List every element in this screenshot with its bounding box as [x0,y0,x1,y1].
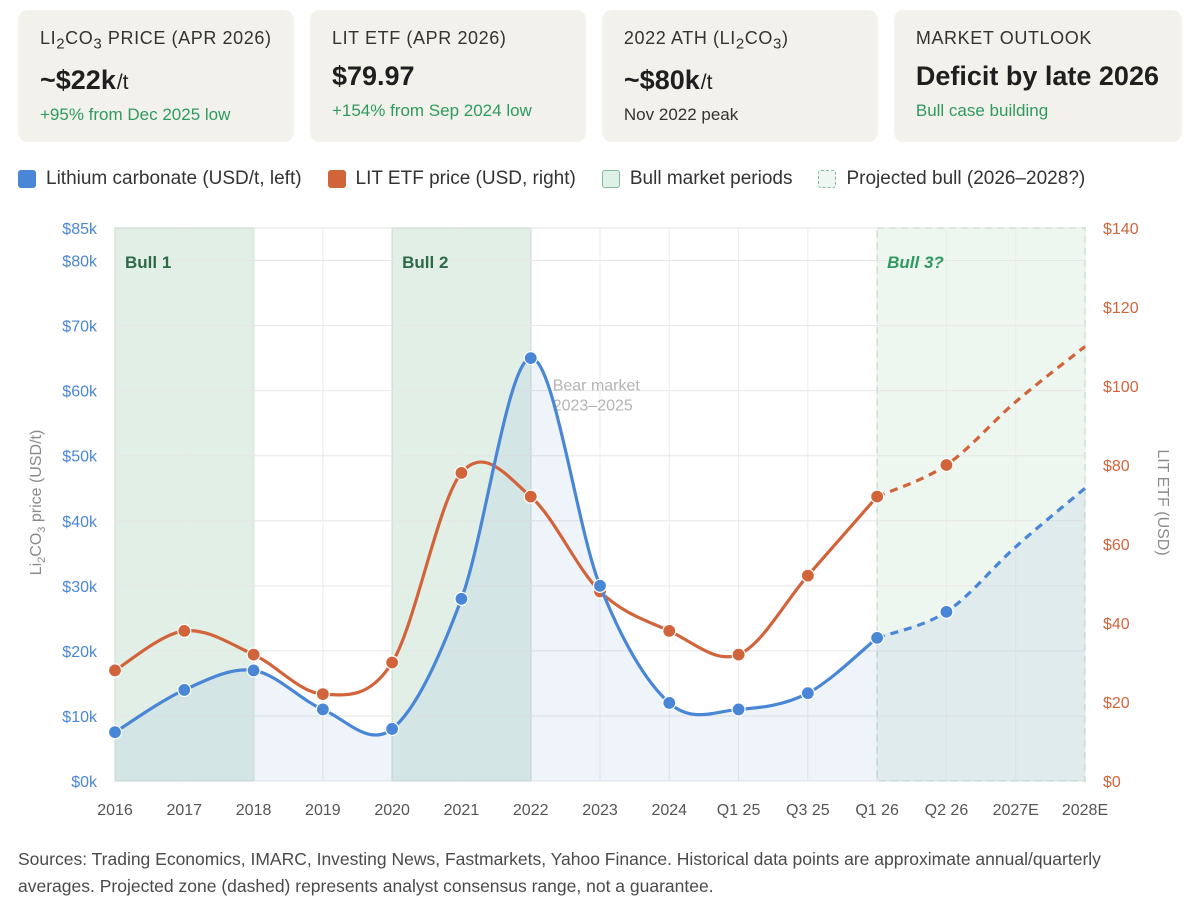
legend-swatch [818,170,837,188]
card-value: $79.97 [331,61,415,91]
card-label: Li2CO3 price (Apr 2026) [40,28,272,53]
left-axis-tick-label: $40k [62,514,98,531]
left-axis-tick-label: $85k [62,221,98,238]
lithium-point [385,721,400,737]
lit-etf-point [454,465,469,480]
left-axis-tick-label: $30k [62,579,98,596]
legend-item-projected[interactable]: Projected bull (2026–2028?) [818,168,1085,190]
band-label: Bull 1 [125,253,171,272]
right-axis-title: LIT ETF (USD) [1154,449,1171,555]
x-axis-tick-label: 2022 [513,802,549,819]
lithium-point [246,663,261,678]
lit-etf-point [800,568,815,583]
lit-etf-point [107,663,123,678]
kpi-card-2022-ath: 2022 ATH (Li2CO3) ~$80k/t Nov 2022 peak [601,10,878,142]
lithium-point [870,630,885,645]
x-axis-tick-label: Q1 26 [855,802,899,819]
card-value: ~$80k/t [623,64,713,95]
left-axis-tick-label: $60k [62,384,98,401]
band-label: Bull 2 [402,253,448,272]
lithium-point [523,351,538,366]
lit-etf-point [870,489,885,504]
x-axis-tick-label: 2021 [444,802,480,819]
lit-etf-point [246,647,261,662]
lithium-point [939,604,954,619]
annotation-bear-market: 2023–2025 [553,398,633,415]
right-axis-tick-label: $120 [1103,300,1139,317]
lithium-point [454,591,469,606]
sources-footnote: Sources: Trading Economics, IMARC, Inves… [18,849,1101,896]
lit-etf-point [315,687,330,702]
right-axis-tick-label: $0 [1103,774,1121,791]
legend-swatch [327,170,346,188]
legend-item-bull[interactable]: Bull market periods [601,168,792,190]
left-axis-tick-label: $10k [62,709,98,726]
right-axis-tick-label: $60 [1103,537,1130,554]
kpi-card-lithium-price: Li2CO3 price (Apr 2026) ~$22k/t +95% fro… [18,10,294,142]
lithium-point [731,702,746,717]
left-axis-title: Li2CO3 price (USD/t) [28,430,48,576]
card-label: LIT ETF (Apr 2026) [331,28,507,48]
card-value: Deficit by late 2026 [915,61,1159,91]
right-axis-tick-label: $140 [1103,221,1139,238]
lithium-lit-chart: Bull 1 Bull 2 Bull 3? Bear market 2023–2025 $… [28,221,1171,819]
kpi-card-lit-etf: LIT ETF (Apr 2026) $79.97 +154% from Sep… [309,10,586,142]
card-label: Market outlook [915,28,1092,48]
lit-etf-point [939,457,954,473]
left-axis-tick-label: $20k [62,644,98,661]
card-sub: Nov 2022 peak [623,104,739,124]
left-axis-tick-label: $0k [71,774,98,791]
x-axis-tick-label: Q3 25 [786,802,830,819]
bull-band [876,227,1086,782]
x-axis-tick-label: 2028E [1062,802,1108,819]
x-axis-tick-label: Q2 26 [925,802,969,819]
card-value: ~$22k/t [40,64,129,95]
lit-etf-point [523,489,538,504]
lithium-point [107,725,123,740]
x-axis-tick-label: 2019 [305,802,341,819]
right-axis-tick-label: $80 [1103,458,1130,475]
lithium-area [115,358,1085,781]
lit-etf-point [177,623,192,638]
x-axis-tick-label: 2018 [236,802,272,819]
lithium-point [800,686,815,701]
x-axis-tick-label: 2023 [582,802,618,819]
annotation-bear-market: Bear market [553,378,641,395]
lit-etf-point [731,647,746,662]
legend-item-lithium[interactable]: Lithium carbonate (USD/t, left) [18,168,302,190]
x-axis-tick-label: 2017 [166,802,202,819]
x-axis-tick-label: 2024 [651,802,687,819]
legend-item-lit[interactable]: LIT ETF price (USD, right) [327,168,576,190]
lithium-projected-line [876,487,1087,640]
left-axis-tick-label: $80k [62,254,98,271]
right-axis-tick-label: $40 [1103,616,1130,633]
card-sub: +95% from Dec 2025 low [40,104,231,124]
x-axis-tick-label: 2020 [374,802,410,819]
right-axis-tick-label: $100 [1103,379,1139,396]
left-axis-tick-label: $70k [62,319,98,336]
lit-etf-projected-line [876,345,1086,499]
lithium-point [662,695,677,711]
right-axis-tick-label: $20 [1103,695,1130,712]
card-sub: Bull case building [915,101,1049,120]
band-label: Bull 3? [887,253,944,272]
card-sub: +154% from Sep 2024 low [331,101,532,120]
kpi-cards: Li2CO3 price (Apr 2026) ~$22k/t +95% fro… [18,10,1182,142]
card-label: 2022 ATH (Li2CO3) [623,28,789,53]
lithium-point [592,578,608,593]
lithium-point [177,682,192,698]
left-axis-tick-label: $50k [62,449,98,466]
lit-etf-point [385,655,400,670]
x-axis-tick-label: 2027E [993,802,1039,819]
chart-legend: Lithium carbonate (USD/t, left) LIT ETF … [18,168,1111,190]
x-axis-tick-label: 2016 [97,802,133,819]
lit-etf-point [662,623,677,638]
x-axis-tick-label: Q1 25 [717,802,761,819]
kpi-card-market-outlook: Market outlook Deficit by late 2026 Bull… [893,10,1182,142]
legend-swatch [18,170,36,188]
legend-swatch [601,170,620,188]
lithium-point [315,702,330,717]
